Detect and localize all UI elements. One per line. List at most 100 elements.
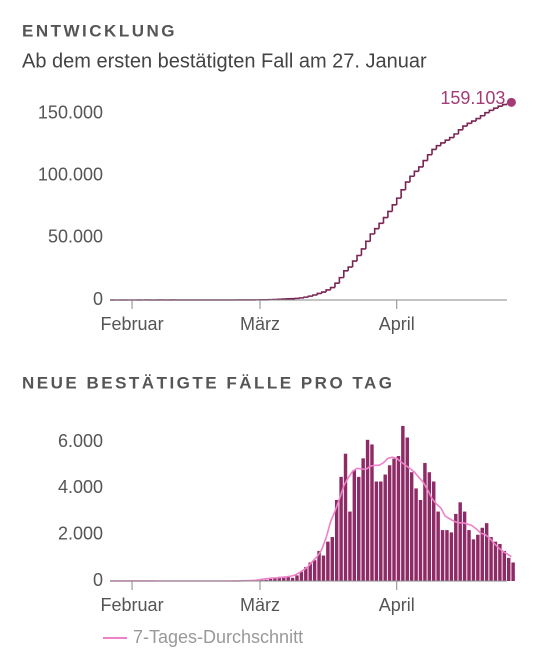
bar <box>489 537 493 581</box>
bar <box>290 577 295 581</box>
step-line <box>479 114 485 119</box>
step-line <box>400 188 406 199</box>
bar <box>498 543 502 581</box>
step-line <box>316 292 322 296</box>
bar <box>454 513 458 581</box>
step-line <box>351 260 358 268</box>
step-line <box>307 295 313 298</box>
bar <box>308 562 312 581</box>
step-line <box>320 291 327 294</box>
bar <box>268 578 273 581</box>
value-label: 159.103 <box>440 88 505 108</box>
step-line <box>444 139 450 143</box>
x-tick-label: April <box>379 595 415 615</box>
bar <box>361 458 365 581</box>
y-tick-label: 6.000 <box>58 431 103 451</box>
step-line <box>470 120 477 124</box>
y-tick-label: 150.000 <box>38 102 103 122</box>
step-line <box>365 240 371 249</box>
bar <box>493 541 498 581</box>
step-line <box>303 296 309 298</box>
x-tick-label: Februar <box>101 595 164 615</box>
step-line <box>329 286 335 290</box>
step-line <box>453 133 459 138</box>
bar <box>436 511 440 581</box>
end-dot <box>506 97 516 107</box>
bar <box>334 500 339 581</box>
step-line <box>342 269 349 278</box>
step-line <box>356 254 362 262</box>
bar <box>484 523 489 581</box>
bar <box>277 576 282 581</box>
step-line <box>369 233 375 242</box>
chart-title: NEUE BESTÄTIGTE FÄLLE PRO TAG <box>22 373 395 392</box>
step-line <box>457 128 463 135</box>
x-tick-label: April <box>379 314 415 334</box>
x-tick-label: Februar <box>101 314 164 334</box>
step-line <box>497 105 503 109</box>
y-tick-label: 0 <box>93 570 103 590</box>
bar <box>312 560 317 581</box>
bar <box>343 453 348 581</box>
y-tick-label: 100.000 <box>38 165 103 185</box>
legend-label: 7-Tages-Durchschnitt <box>133 627 303 647</box>
bar <box>357 476 361 581</box>
step-line <box>488 109 494 113</box>
bar <box>471 539 476 581</box>
bar <box>295 575 299 581</box>
bar <box>379 481 383 581</box>
bar <box>462 511 467 581</box>
bar <box>321 555 326 581</box>
bar <box>348 511 352 581</box>
step-line <box>413 170 419 177</box>
bar <box>409 472 414 581</box>
step-line <box>431 148 437 155</box>
bar <box>445 530 449 581</box>
bar <box>304 567 308 581</box>
bar <box>352 469 357 581</box>
bar <box>427 472 432 581</box>
step-line <box>338 276 344 284</box>
bar <box>374 481 379 581</box>
step-line <box>501 103 507 107</box>
bar <box>467 530 471 581</box>
y-tick-label: 50.000 <box>48 227 103 247</box>
step-line <box>409 175 415 183</box>
bar <box>405 437 409 581</box>
step-line <box>360 248 366 256</box>
bar <box>507 557 511 581</box>
step-line <box>391 204 397 212</box>
bar <box>330 537 334 581</box>
bar <box>511 562 515 581</box>
bar <box>449 532 454 581</box>
bar <box>423 462 427 581</box>
bar <box>414 488 418 581</box>
bar <box>418 500 423 581</box>
step-line <box>484 111 490 116</box>
bar <box>317 550 321 581</box>
chart-subtitle: Ab dem ersten bestätigten Fall am 27. Ja… <box>22 50 427 72</box>
step-line <box>466 122 472 127</box>
bar <box>282 577 286 581</box>
step-line <box>395 197 402 205</box>
step-line <box>312 294 318 297</box>
step-line <box>378 222 384 229</box>
bar <box>401 425 405 581</box>
bar <box>299 571 304 581</box>
chart-title: ENTWICKLUNG <box>22 21 177 40</box>
bar <box>387 465 392 581</box>
step-line <box>475 117 481 122</box>
bar <box>440 530 445 581</box>
bar <box>326 541 330 581</box>
y-tick-label: 2.000 <box>58 523 103 543</box>
bar <box>502 550 507 581</box>
bar <box>480 527 484 581</box>
y-tick-label: 0 <box>93 289 103 309</box>
y-tick-label: 4.000 <box>58 477 103 497</box>
step-line <box>422 159 428 167</box>
bar <box>476 534 480 581</box>
bar <box>286 576 290 581</box>
step-line <box>435 144 441 150</box>
bar <box>383 474 387 581</box>
